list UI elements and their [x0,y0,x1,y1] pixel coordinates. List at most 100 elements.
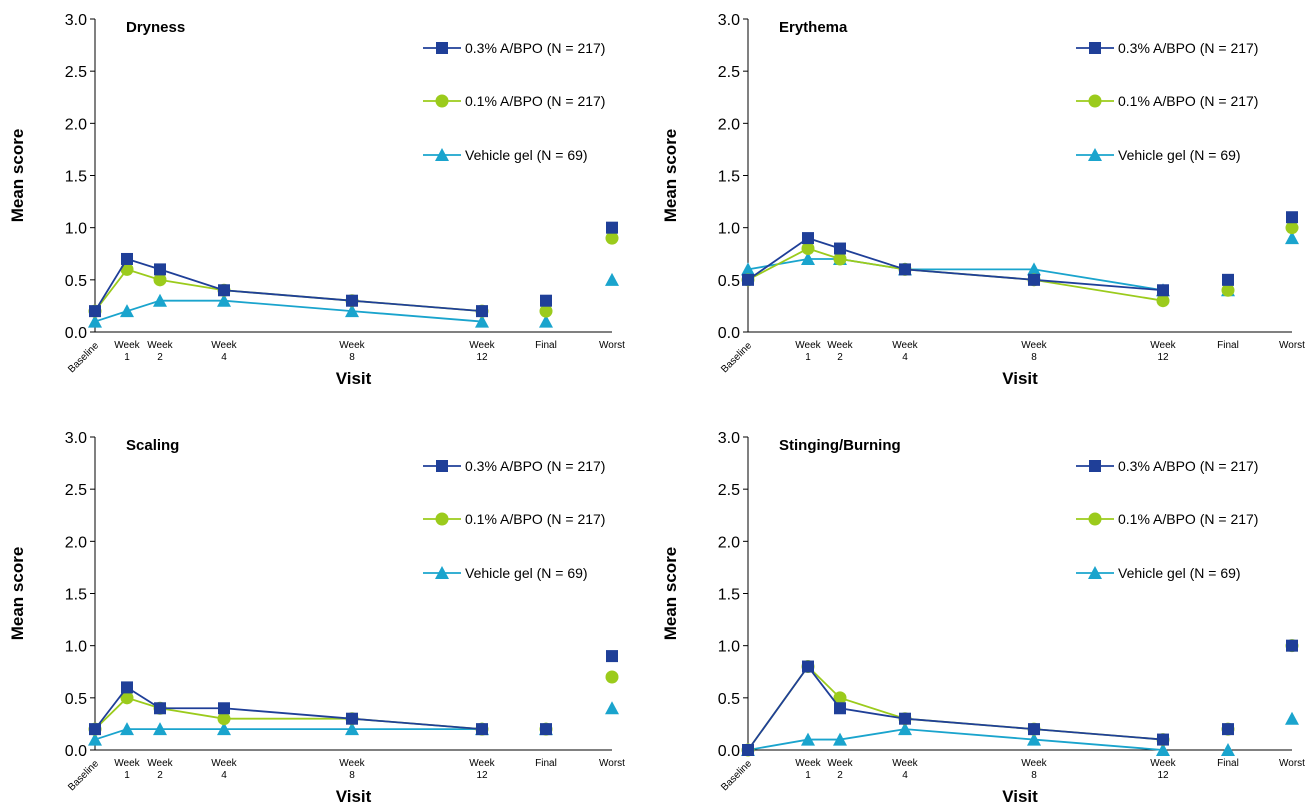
x-tick-label: Worst [599,340,625,351]
x-tick-label: 2 [837,770,843,781]
x-tick-label: 4 [221,352,227,363]
series-1 [89,650,618,736]
x-tick-label: Final [1217,340,1239,351]
data-point [834,242,846,255]
series-3 [741,711,1299,756]
legend-entry-3: Vehicle gel (N = 69) [1076,147,1241,163]
x-tick-label: Week [827,758,853,769]
y-tick-label: 2.5 [718,64,740,81]
data-point [605,231,619,245]
data-point [1157,284,1169,297]
data-point [1285,711,1299,725]
data-point [606,650,618,663]
panel-title: Stinging/Burning [779,437,901,454]
x-tick-label: Baseline [719,758,754,793]
data-point [539,304,553,318]
legend-marker [1088,566,1102,579]
series-3 [88,272,619,328]
x-tick-label: 1 [805,352,811,363]
data-point [1156,743,1170,756]
data-point [802,660,814,673]
series-2 [741,221,1299,308]
data-point [539,314,553,328]
x-axis-title: Visit [336,369,372,388]
data-point [801,732,815,746]
legend-entry-2: 0.1% A/BPO (N = 217) [423,511,605,527]
x-tick-label: 8 [1031,352,1037,363]
data-point [605,272,619,286]
panel-title: Scaling [126,437,179,454]
x-tick-label: Worst [599,758,625,769]
x-tick-label: Week [795,758,821,769]
data-point [540,723,552,736]
panel-title: Dryness [126,19,185,36]
y-tick-label: 0.5 [718,273,740,290]
data-point [120,722,134,736]
y-tick-label: 3.0 [718,430,740,447]
x-tick-label: 8 [349,352,355,363]
data-point [153,273,167,287]
legend-marker [435,94,449,108]
y-tick-label: 1.0 [65,639,87,656]
x-tick-label: Week [211,340,237,351]
y-tick-label: 2.0 [65,534,87,551]
data-point [1027,262,1041,276]
legend-marker [1088,94,1102,108]
legend-entry-1: 0.3% A/BPO (N = 217) [423,458,605,474]
data-point [1222,273,1234,286]
x-tick-label: Week [469,340,495,351]
x-axis-title: Visit [1002,787,1038,805]
x-tick-label: Baseline [66,340,101,375]
y-tick-label: 2.5 [718,482,740,499]
x-tick-label: Week [1021,758,1047,769]
x-axis-title: Visit [1002,369,1038,388]
series-line [747,665,1164,751]
data-point [218,284,230,297]
series-line [94,257,483,313]
x-tick-label: Week [1150,340,1176,351]
legend-label: Vehicle gel (N = 69) [1118,565,1241,581]
y-tick-label: 0.0 [718,743,740,760]
data-point [833,732,847,746]
y-tick-label: 2.0 [718,116,740,133]
data-point [475,314,489,328]
legend-label: 0.1% A/BPO (N = 217) [465,511,605,527]
data-point [834,702,846,715]
data-point [88,732,102,746]
x-tick-label: 2 [837,352,843,363]
series-line [94,299,483,323]
data-point [742,273,754,286]
series-line [94,268,483,313]
data-point [606,221,618,234]
data-point [742,744,754,756]
x-tick-label: 4 [902,352,908,363]
y-tick-label: 0.0 [65,743,87,760]
legend-marker [436,42,448,54]
data-point [1286,639,1298,652]
x-tick-label: Week [1021,340,1047,351]
legend-label: Vehicle gel (N = 69) [465,565,588,581]
legend-entry-3: Vehicle gel (N = 69) [423,565,588,581]
x-tick-label: Week [1150,758,1176,769]
y-tick-label: 0.5 [65,273,87,290]
x-tick-label: 2 [157,770,163,781]
x-tick-label: Week [892,758,918,769]
data-point [153,722,167,736]
data-point [346,712,358,725]
x-tick-label: Worst [1279,758,1305,769]
data-point [1157,733,1169,746]
data-point [346,294,358,307]
x-tick-label: Final [535,340,557,351]
data-point [1028,723,1040,736]
y-tick-label: 0.0 [718,325,740,342]
data-point [89,305,101,318]
y-tick-label: 1.5 [718,587,740,604]
legend-label: 0.1% A/BPO (N = 217) [465,93,605,109]
x-tick-label: Baseline [719,340,754,375]
legend-label: 0.1% A/BPO (N = 217) [1118,93,1258,109]
y-tick-label: 2.5 [65,482,87,499]
